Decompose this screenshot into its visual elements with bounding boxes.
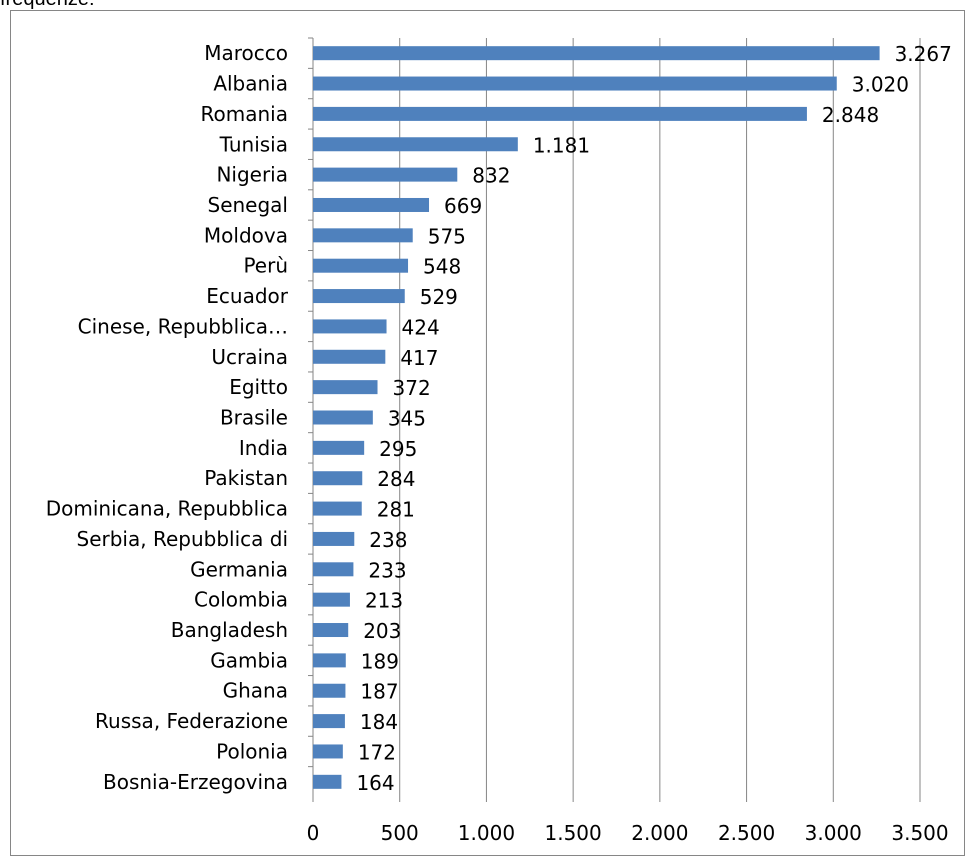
- category-label-11: Egitto: [229, 375, 288, 399]
- x-tick-label-1: 500: [381, 821, 419, 845]
- bar-24: [313, 774, 342, 789]
- category-label-4: Nigeria: [216, 163, 288, 187]
- value-label-7: 548: [423, 255, 461, 279]
- category-label-5: Senegal: [208, 193, 289, 217]
- x-tick-label-0: 0: [307, 821, 320, 845]
- bar-9: [313, 319, 387, 334]
- x-tick-label-6: 3.000: [805, 821, 862, 845]
- category-label-23: Polonia: [216, 739, 288, 763]
- value-label-21: 187: [360, 680, 398, 704]
- category-label-7: Perù: [243, 254, 288, 278]
- category-label-13: India: [239, 436, 288, 460]
- value-label-12: 345: [388, 407, 426, 431]
- x-tick-labels: 0 500 1.000 1.500 2.000 2.500 3.000 3.500: [307, 797, 949, 845]
- bar-12: [313, 410, 373, 425]
- category-label-20: Gambia: [210, 648, 288, 672]
- bar-10: [313, 349, 386, 364]
- category-label-9: Cinese, Repubblica…: [78, 314, 288, 338]
- value-label-3: 1.181: [533, 133, 590, 157]
- value-label-9: 424: [402, 315, 440, 339]
- category-label-10: Ucraina: [211, 345, 288, 369]
- bar-3: [313, 137, 518, 152]
- category-label-15: Dominicana, Repubblica: [46, 497, 288, 521]
- bar-22: [313, 714, 345, 729]
- value-label-6: 575: [428, 224, 466, 248]
- value-label-2: 2.848: [822, 103, 879, 127]
- category-label-16: Serbia, Repubblica di: [77, 527, 288, 551]
- bar-16: [313, 531, 355, 546]
- value-label-5: 669: [444, 194, 482, 218]
- category-label-2: Romania: [201, 102, 288, 126]
- bar-2: [313, 106, 807, 121]
- value-label-22: 184: [360, 710, 398, 734]
- bar-11: [313, 380, 378, 395]
- value-label-4: 832: [472, 164, 510, 188]
- value-label-1: 3.020: [852, 73, 909, 97]
- value-label-24: 164: [356, 771, 394, 795]
- category-label-21: Ghana: [223, 679, 288, 703]
- value-label-13: 295: [379, 437, 417, 461]
- bar-13: [313, 440, 365, 455]
- bar-23: [313, 744, 343, 759]
- category-label-12: Brasile: [220, 406, 288, 430]
- bar-5: [313, 197, 430, 212]
- bar-20: [313, 653, 346, 668]
- category-label-17: Germania: [190, 557, 288, 581]
- category-label-6: Moldova: [204, 223, 288, 247]
- bar-6: [313, 228, 413, 243]
- bar-4: [313, 167, 458, 182]
- value-label-16: 238: [369, 528, 407, 552]
- bar-18: [313, 592, 350, 607]
- bar-8: [313, 289, 405, 304]
- category-label-14: Pakistan: [204, 466, 288, 490]
- x-tick-label-3: 1.500: [545, 821, 602, 845]
- value-labels: 3.267 3.020 2.848 1.181 832 669 575 548 529 424 41…: [356, 42, 951, 795]
- bar-0: [313, 46, 880, 61]
- grid-lines: [399, 38, 921, 797]
- x-tick-label-7: 3.500: [891, 821, 948, 845]
- caption-fragment: frequenze:: [0, 0, 95, 11]
- x-tick-label-2: 1.000: [458, 821, 515, 845]
- value-label-23: 172: [358, 740, 396, 764]
- value-label-20: 189: [361, 649, 399, 673]
- category-label-0: Marocco: [204, 41, 288, 65]
- value-label-0: 3.267: [895, 42, 952, 66]
- value-label-8: 529: [420, 285, 458, 309]
- value-label-15: 281: [377, 498, 415, 522]
- value-label-18: 213: [365, 589, 403, 613]
- bar-7: [313, 258, 409, 273]
- category-label-24: Bosnia-Erzegovina: [103, 770, 288, 794]
- value-label-10: 417: [400, 346, 438, 370]
- category-label-19: Bangladesh: [171, 618, 288, 642]
- category-labels: Marocco Albania Romania Tunisia Nigeria Seneg…: [46, 41, 289, 794]
- bar-1: [313, 76, 837, 91]
- bar-19: [313, 623, 349, 638]
- bars: [308, 37, 880, 789]
- category-label-22: Russa, Federazione: [95, 709, 288, 733]
- bar-21: [313, 683, 346, 698]
- category-label-1: Albania: [213, 72, 288, 96]
- bar-17: [313, 562, 354, 577]
- value-label-14: 284: [377, 467, 415, 491]
- value-label-11: 372: [393, 376, 431, 400]
- bar-15: [313, 501, 362, 516]
- value-label-19: 203: [363, 619, 401, 643]
- bar-14: [313, 471, 363, 486]
- category-label-3: Tunisia: [219, 132, 288, 156]
- category-label-8: Ecuador: [206, 284, 288, 308]
- value-label-17: 233: [368, 558, 406, 582]
- x-tick-label-4: 2.000: [631, 821, 688, 845]
- chart-frame: [10, 10, 965, 856]
- x-tick-label-5: 2.500: [718, 821, 775, 845]
- category-label-18: Colombia: [194, 588, 288, 612]
